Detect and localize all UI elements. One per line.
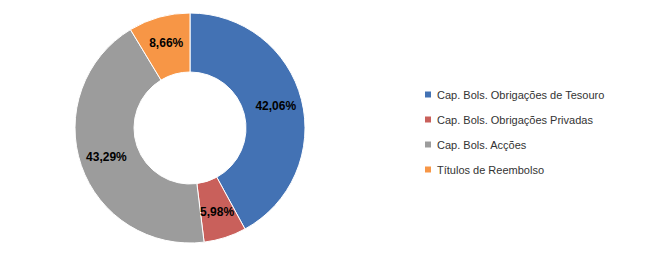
- svg-text:Títulos de Reembolso: Títulos de Reembolso: [437, 164, 544, 176]
- svg-text:5,98%: 5,98%: [200, 205, 234, 219]
- svg-text:Cap. Bols. Acções: Cap. Bols. Acções: [437, 139, 527, 151]
- svg-text:Cap. Bols. Obrigações Privadas: Cap. Bols. Obrigações Privadas: [437, 114, 593, 126]
- svg-text:43,29%: 43,29%: [86, 150, 127, 164]
- svg-text:8,66%: 8,66%: [149, 36, 183, 50]
- svg-text:Cap. Bols. Obrigações de Tesou: Cap. Bols. Obrigações de Tesouro: [437, 89, 604, 101]
- svg-text:42,06%: 42,06%: [255, 99, 296, 113]
